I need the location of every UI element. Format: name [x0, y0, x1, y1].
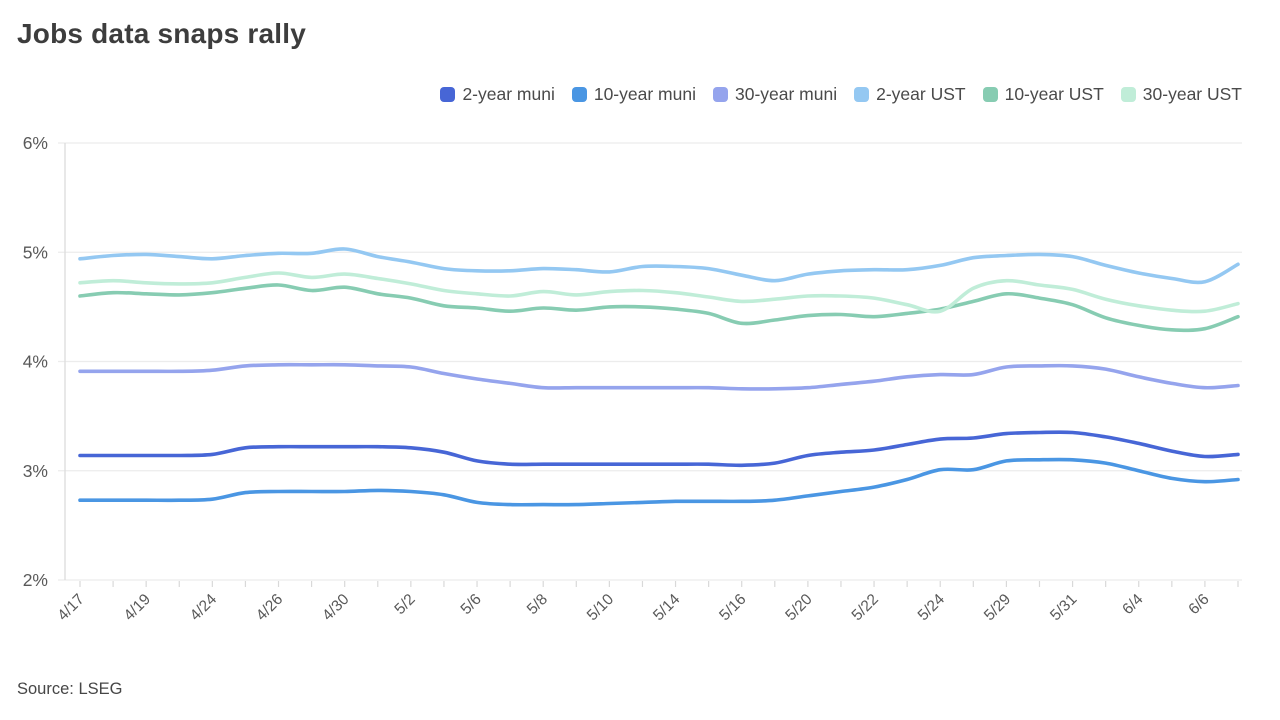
chart-line-30-year-ust [78, 271, 1240, 314]
chart-line-2-year-muni [78, 430, 1240, 468]
legend-item-2-year-muni[interactable]: 2-year muni [440, 84, 555, 105]
x-axis-label-5/22: 5/22 [849, 591, 882, 624]
x-axis-label-5/2: 5/2 [391, 591, 418, 618]
y-axis-label-6%: 6% [23, 133, 48, 153]
chart-line-30-year-muni [78, 362, 1240, 391]
y-axis-label-3%: 3% [23, 461, 48, 481]
legend-label: 2-year muni [462, 84, 555, 104]
legend-label: 2-year UST [876, 84, 966, 104]
x-axis-label-4/24: 4/24 [187, 591, 221, 625]
x-axis-label-6/6: 6/6 [1185, 591, 1212, 618]
x-axis-label-5/29: 5/29 [981, 591, 1014, 624]
legend-item-10-year-muni[interactable]: 10-year muni [571, 84, 696, 105]
x-axis-label-5/16: 5/16 [716, 591, 749, 624]
x-axis-label-4/17: 4/17 [54, 591, 87, 624]
chart-line-10-year-muni [78, 457, 1240, 507]
legend-swatch-10-year-muni [571, 87, 587, 102]
legend-item-30-year-muni[interactable]: 30-year muni [712, 84, 838, 105]
page-title: Jobs data snaps rally [17, 18, 306, 49]
source-note: Source: LSEG [17, 680, 123, 698]
x-axis-label-4/30: 4/30 [319, 591, 353, 625]
chart-line-10-year-ust [78, 283, 1240, 333]
x-axis-label-5/6: 5/6 [458, 591, 485, 618]
legend-label: 10-year UST [1004, 84, 1104, 104]
legend-item-30-year-ust[interactable]: 30-year UST [1120, 84, 1242, 105]
legend-swatch-30-year-ust [1120, 87, 1136, 102]
x-axis-label-5/31: 5/31 [1047, 591, 1080, 624]
legend-label: 30-year UST [1142, 84, 1242, 104]
line-chart-canvas: 6% 5% 4% 3% 2% 4/17 4/19 4/24 4/26 4/30 5/2 5/6 5/8 5… [23, 133, 1242, 625]
chart-legend: 2-year muni 10-year muni 30-year muni 2-… [0, 84, 1242, 105]
x-axis-label-5/24: 5/24 [915, 591, 949, 625]
y-axis-label-2%: 2% [23, 570, 48, 590]
x-axis-label-5/10: 5/10 [584, 591, 618, 625]
x-axis-label-4/26: 4/26 [253, 591, 286, 624]
legend-item-10-year-ust[interactable]: 10-year UST [982, 84, 1104, 105]
chart-line-2-year-ust [78, 247, 1240, 285]
legend-swatch-2-year-ust [854, 87, 870, 102]
legend-label: 10-year muni [593, 84, 696, 104]
x-axis-label-6/4: 6/4 [1119, 591, 1147, 619]
y-axis-label-4%: 4% [23, 352, 48, 372]
legend-item-2-year-ust[interactable]: 2-year UST [854, 84, 966, 105]
legend-label: 30-year muni [734, 84, 838, 104]
x-axis-label-5/20: 5/20 [782, 591, 816, 625]
y-axis-label-5%: 5% [23, 242, 48, 262]
x-axis-label-5/8: 5/8 [524, 591, 551, 618]
legend-swatch-2-year-muni [440, 87, 456, 102]
legend-swatch-30-year-muni [712, 87, 728, 102]
x-axis-label-5/14: 5/14 [650, 591, 684, 625]
legend-swatch-10-year-ust [982, 87, 998, 102]
x-axis-label-4/19: 4/19 [121, 591, 154, 624]
